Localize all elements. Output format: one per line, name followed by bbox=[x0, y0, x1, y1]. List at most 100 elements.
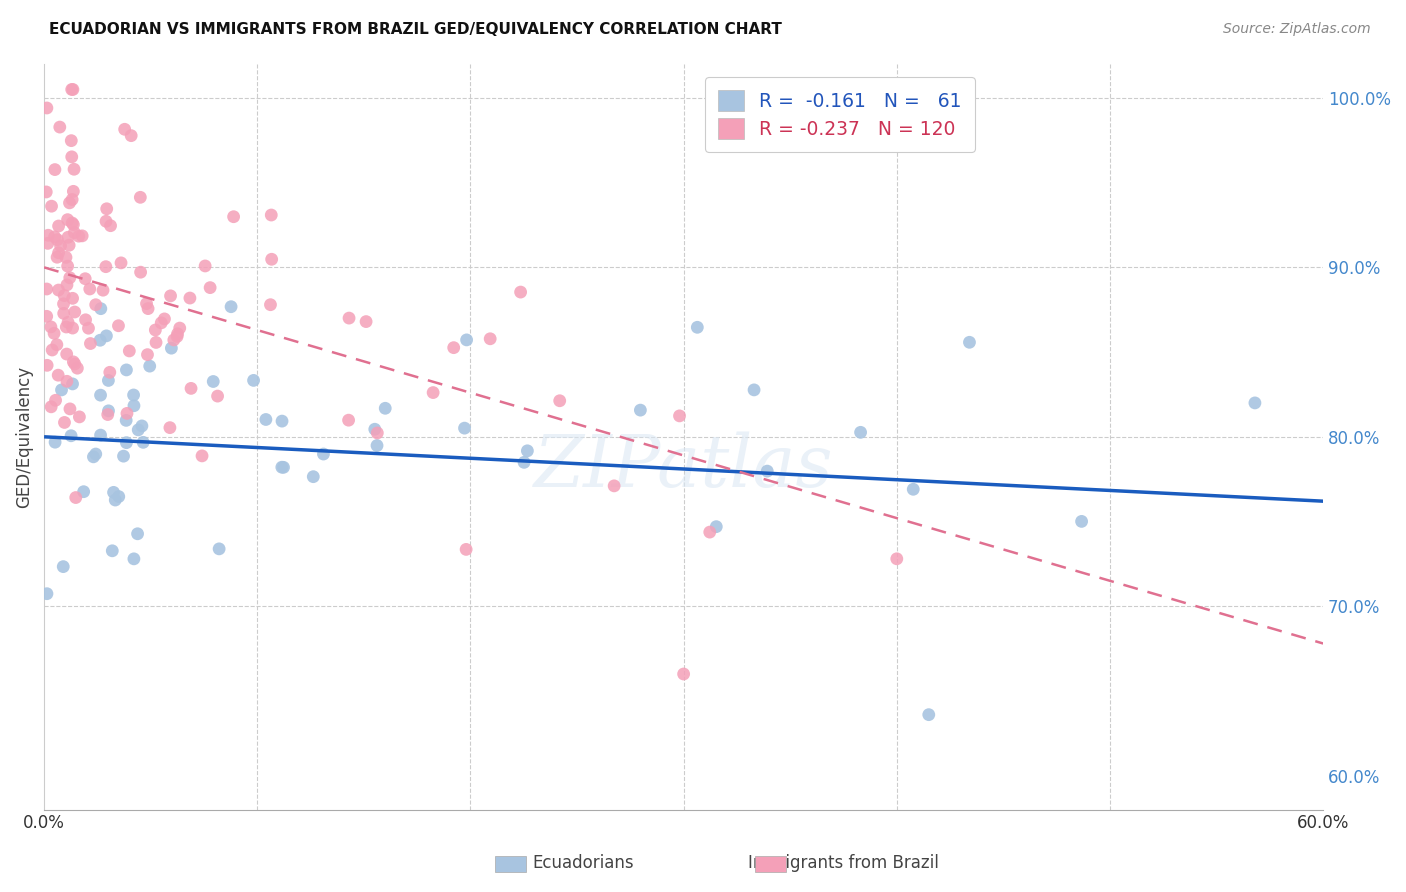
Point bbox=[39, 319, 62, 334]
Point bbox=[97, 404, 120, 418]
Point bbox=[548, 393, 571, 408]
Point bbox=[118, 343, 141, 358]
Point bbox=[115, 413, 138, 427]
Point bbox=[194, 259, 217, 273]
Point bbox=[56, 277, 79, 292]
Point bbox=[1070, 515, 1092, 529]
Point bbox=[62, 291, 84, 305]
Point bbox=[62, 185, 84, 199]
Point bbox=[260, 252, 283, 267]
Point bbox=[422, 385, 444, 400]
Point bbox=[52, 559, 75, 574]
Point bbox=[52, 297, 75, 311]
Point bbox=[94, 214, 117, 228]
Point bbox=[60, 193, 83, 207]
Point bbox=[153, 312, 176, 326]
Point bbox=[101, 543, 124, 558]
Point bbox=[103, 485, 125, 500]
Point bbox=[62, 355, 84, 369]
Point bbox=[453, 421, 475, 435]
Point bbox=[84, 298, 107, 312]
Point bbox=[67, 229, 90, 244]
Point bbox=[127, 526, 149, 541]
Point bbox=[63, 305, 86, 319]
Point bbox=[53, 288, 76, 302]
Point bbox=[107, 490, 129, 504]
Point bbox=[46, 368, 69, 383]
Point bbox=[159, 289, 181, 303]
Y-axis label: GED/Equivalency: GED/Equivalency bbox=[15, 366, 32, 508]
Point bbox=[202, 375, 225, 389]
Point bbox=[65, 491, 87, 505]
Point bbox=[37, 236, 59, 251]
Point bbox=[63, 226, 86, 240]
Point bbox=[79, 336, 101, 351]
Point bbox=[96, 329, 118, 343]
Point bbox=[207, 389, 229, 403]
Point bbox=[127, 423, 149, 437]
Point bbox=[96, 202, 118, 216]
Point bbox=[672, 667, 695, 681]
Point bbox=[145, 335, 167, 350]
Point bbox=[58, 238, 80, 252]
Point bbox=[49, 120, 72, 134]
Point bbox=[756, 464, 779, 478]
Point bbox=[56, 315, 79, 329]
Point bbox=[122, 399, 145, 413]
Point bbox=[270, 460, 292, 475]
Point bbox=[603, 479, 626, 493]
Legend: R =  -0.161   N =   61, R = -0.237   N = 120: R = -0.161 N = 61, R = -0.237 N = 120 bbox=[704, 78, 974, 152]
Point bbox=[62, 321, 84, 335]
Point bbox=[169, 321, 191, 335]
Point bbox=[72, 484, 94, 499]
Point bbox=[60, 82, 83, 96]
Point bbox=[46, 250, 69, 264]
Point bbox=[55, 250, 77, 264]
Point bbox=[699, 525, 721, 540]
Point bbox=[150, 316, 173, 330]
Point bbox=[79, 282, 101, 296]
Point bbox=[222, 210, 245, 224]
Point bbox=[56, 259, 79, 273]
Point bbox=[82, 450, 104, 464]
Point bbox=[516, 443, 538, 458]
Point bbox=[112, 449, 135, 463]
Point bbox=[337, 413, 360, 427]
Point bbox=[66, 361, 89, 376]
Point bbox=[56, 230, 79, 244]
Point bbox=[60, 216, 83, 230]
Point bbox=[97, 408, 120, 422]
Point bbox=[1244, 396, 1267, 410]
Point bbox=[260, 208, 283, 222]
Point bbox=[48, 245, 70, 260]
Point bbox=[59, 401, 82, 416]
Point bbox=[163, 333, 186, 347]
Point bbox=[48, 219, 70, 233]
Text: Source: ZipAtlas.com: Source: ZipAtlas.com bbox=[1223, 22, 1371, 37]
Point bbox=[628, 403, 651, 417]
Point bbox=[44, 162, 66, 177]
Point bbox=[44, 435, 66, 450]
Point bbox=[456, 542, 478, 557]
Point bbox=[75, 271, 97, 285]
Point bbox=[166, 326, 188, 341]
Point bbox=[179, 291, 201, 305]
Point bbox=[742, 383, 765, 397]
Point bbox=[48, 283, 70, 297]
Point bbox=[35, 587, 58, 601]
Point bbox=[52, 306, 75, 320]
Point bbox=[129, 265, 152, 279]
Point bbox=[35, 101, 58, 115]
Point bbox=[41, 199, 63, 213]
Point bbox=[110, 256, 132, 270]
Point bbox=[354, 315, 377, 329]
Point bbox=[90, 428, 112, 442]
Point bbox=[56, 212, 79, 227]
Point bbox=[456, 333, 478, 347]
Point bbox=[143, 323, 166, 337]
Point bbox=[77, 321, 100, 335]
Point bbox=[91, 283, 114, 297]
Point bbox=[918, 707, 941, 722]
Point bbox=[46, 233, 69, 247]
Point bbox=[198, 280, 221, 294]
